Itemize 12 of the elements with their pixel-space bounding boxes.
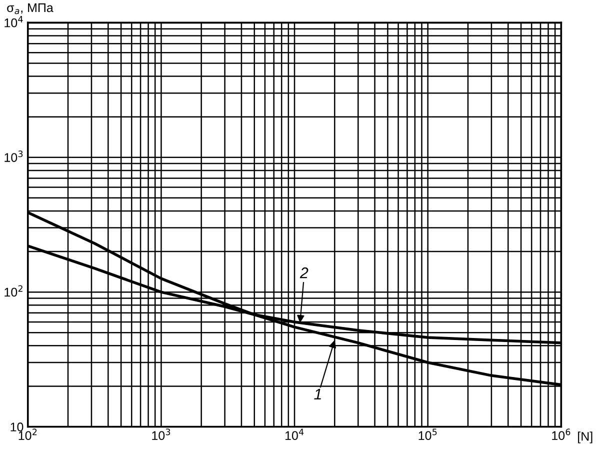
annotation: 2 <box>300 267 308 278</box>
y-tick-label: 10$^{2}$ <box>4 285 22 297</box>
x-tick-label: 10$^{4}$ <box>285 428 304 440</box>
y-tick-label: 10$^{4}$ <box>4 16 23 28</box>
x-axis-title: [N] <box>578 432 592 444</box>
x-tick-label: 10$^{6}$ <box>552 428 570 440</box>
x-tick-label: 10$^{3}$ <box>152 428 170 440</box>
y-tick-label: 10 <box>10 422 24 432</box>
y-tick-label: 10$^{3}$ <box>4 150 23 162</box>
annotation: 1 <box>314 388 321 400</box>
y-axis-title: σ$_{a}$, МПа <box>7 3 54 14</box>
x-tick-label: 10$^{5}$ <box>418 428 437 440</box>
